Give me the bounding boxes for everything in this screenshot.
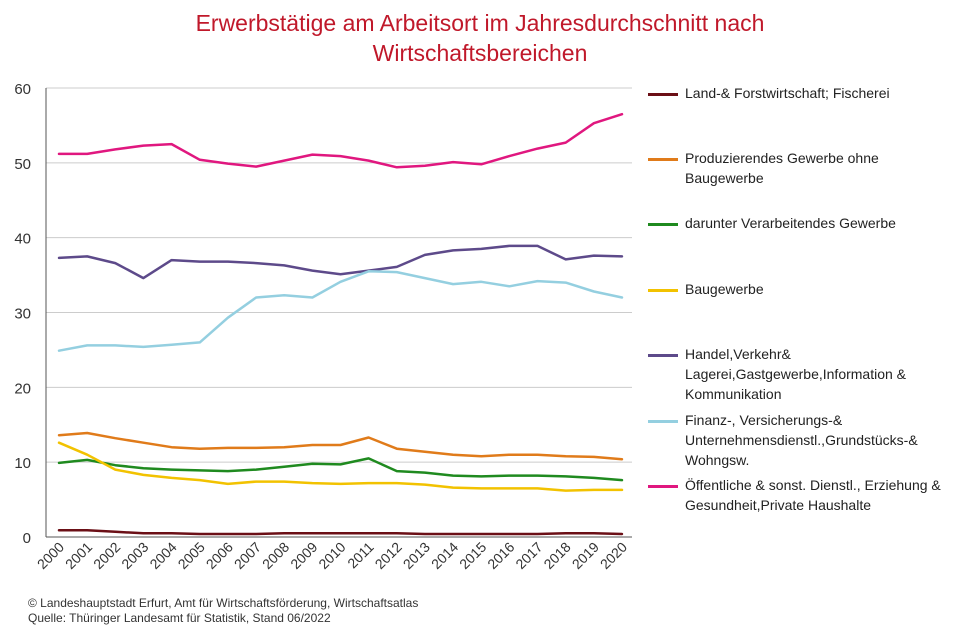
x-tick-label: 2016 [484, 539, 517, 572]
y-tick-label: 0 [23, 530, 31, 547]
x-tick-label: 2005 [175, 539, 208, 572]
chart-title: Erwerbstätige am Arbeitsort im Jahresdur… [0, 8, 960, 68]
x-tick-label: 2014 [428, 539, 461, 572]
series-line-6 [57, 270, 624, 352]
x-tick-label: 2000 [34, 539, 67, 572]
y-tick-label: 20 [14, 380, 31, 397]
legend-label: Produzierendes Gewerbe ohne Baugewerbe [685, 150, 879, 186]
y-tick-label: 40 [14, 231, 31, 248]
x-tick-label: 2015 [456, 539, 489, 572]
y-tick-label: 50 [14, 156, 31, 173]
x-tick-label: 2001 [62, 539, 95, 572]
y-tick-label: 10 [14, 455, 31, 472]
series-line-3 [57, 457, 624, 482]
series-line-1 [57, 529, 624, 536]
series-line-5 [57, 244, 624, 280]
legend-swatch [648, 93, 678, 96]
legend-label: Land-& Forstwirtschaft; Fischerei [685, 85, 890, 101]
y-tick-label: 60 [14, 81, 31, 98]
legend-swatch [648, 420, 678, 423]
legend-label: Handel,Verkehr& Lagerei,Gastgewerbe,Info… [685, 346, 907, 402]
x-tick-label: 2017 [512, 539, 545, 572]
footer-source: Quelle: Thüringer Landesamt für Statisti… [28, 611, 331, 625]
series-line-7 [57, 112, 624, 169]
x-tick-label: 2006 [203, 539, 236, 572]
x-tick-label: 2019 [569, 539, 602, 572]
legend-swatch [648, 354, 678, 357]
x-tick-label: 2009 [287, 539, 320, 572]
footer: © Landeshauptstadt Erfurt, Amt für Wirts… [28, 596, 418, 626]
legend-swatch [648, 223, 678, 226]
chart-title-line-1: Erwerbstätige am Arbeitsort im Jahresdur… [195, 10, 765, 36]
x-tick-label: 2002 [90, 539, 123, 572]
legend-swatch [648, 485, 678, 488]
legend-label: Finanz-, Versicherungs-& Unternehmensdie… [685, 412, 918, 468]
x-tick-label: 2020 [597, 539, 630, 572]
x-tick-label: 2013 [400, 539, 433, 572]
x-tick-label: 2011 [344, 539, 377, 572]
footer-copyright: © Landeshauptstadt Erfurt, Amt für Wirts… [28, 596, 419, 610]
series-line-2 [57, 431, 624, 461]
legend-label: Öffentliche & sonst. Dienstl., Erziehung… [685, 477, 941, 513]
x-tick-label: 2003 [118, 539, 151, 572]
y-tick-label: 30 [14, 306, 31, 323]
x-tick-label: 2010 [315, 539, 348, 572]
chart-title-line-2: Wirtschaftsbereichen [372, 40, 588, 66]
legend-label: darunter Verarbeitendes Gewerbe [685, 215, 896, 231]
x-tick-label: 2012 [372, 539, 405, 572]
series-line-4 [57, 441, 624, 492]
legend-swatch [648, 289, 678, 292]
x-tick-label: 2007 [231, 539, 264, 572]
x-tick-label: 2008 [259, 539, 292, 572]
legend-swatch [648, 158, 678, 161]
legend-label: Baugewerbe [685, 281, 764, 297]
x-tick-label: 2004 [146, 539, 179, 572]
x-tick-label: 2018 [540, 539, 573, 572]
